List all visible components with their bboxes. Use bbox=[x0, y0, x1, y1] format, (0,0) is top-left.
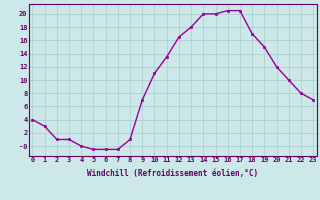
X-axis label: Windchill (Refroidissement éolien,°C): Windchill (Refroidissement éolien,°C) bbox=[87, 169, 258, 178]
